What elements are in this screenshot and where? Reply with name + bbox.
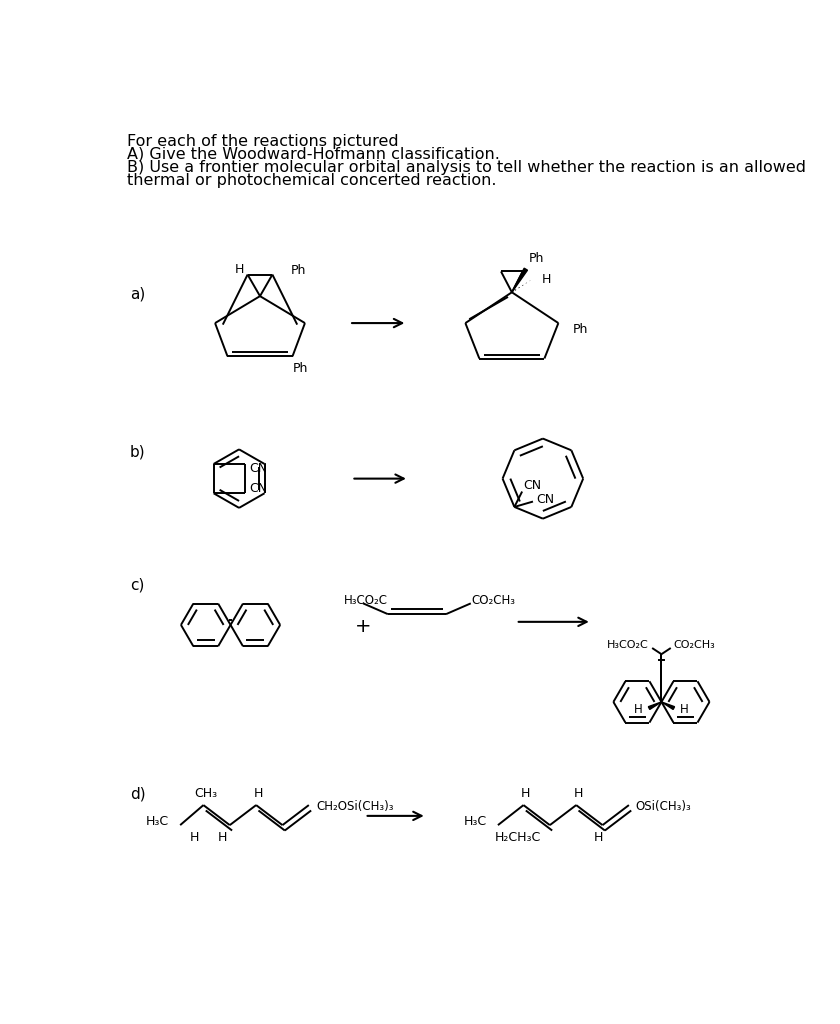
Text: c): c) [130, 578, 144, 592]
Text: thermal or photochemical concerted reaction.: thermal or photochemical concerted react… [127, 173, 496, 188]
Text: a): a) [130, 287, 145, 301]
Text: CH₃: CH₃ [194, 787, 218, 800]
Text: d): d) [130, 786, 145, 802]
Text: CN: CN [249, 482, 267, 496]
Text: H: H [594, 830, 603, 844]
Text: H: H [190, 830, 199, 844]
Text: For each of the reactions pictured: For each of the reactions pictured [127, 134, 398, 148]
Text: H: H [521, 787, 531, 800]
Text: CO₂CH₃: CO₂CH₃ [471, 594, 516, 607]
Text: H: H [574, 787, 583, 800]
Text: H₃CO₂C: H₃CO₂C [344, 594, 388, 607]
Text: CH₂OSi(CH₃)₃: CH₂OSi(CH₃)₃ [317, 800, 394, 813]
Text: H₃C: H₃C [146, 815, 170, 827]
Text: CN: CN [536, 493, 554, 506]
Text: CN: CN [523, 479, 542, 492]
Text: OSi(CH₃)₃: OSi(CH₃)₃ [635, 800, 690, 813]
Text: H: H [235, 263, 244, 276]
Text: B) Use a frontier molecular orbital analysis to tell whether the reaction is an : B) Use a frontier molecular orbital anal… [127, 160, 806, 175]
Text: CN: CN [249, 462, 267, 475]
Text: Ph: Ph [291, 264, 307, 278]
Text: Ph: Ph [529, 252, 544, 265]
Text: +: + [355, 616, 372, 636]
Polygon shape [661, 701, 675, 710]
Text: Ph: Ph [572, 323, 588, 336]
Text: A) Give the Woodward-Hofmann classification.: A) Give the Woodward-Hofmann classificat… [127, 146, 500, 162]
Text: H₃C: H₃C [464, 815, 487, 827]
Text: b): b) [130, 445, 145, 460]
Text: H: H [254, 787, 263, 800]
Text: H: H [218, 830, 227, 844]
Text: H₃CO₂C: H₃CO₂C [607, 640, 649, 650]
Text: CO₂CH₃: CO₂CH₃ [674, 640, 716, 650]
Polygon shape [512, 268, 528, 292]
Text: H₂CH₃C: H₂CH₃C [494, 830, 541, 844]
Text: H: H [541, 272, 551, 286]
Polygon shape [648, 701, 661, 710]
Text: Ph: Ph [292, 362, 308, 375]
Text: H: H [634, 703, 643, 716]
Text: H: H [680, 703, 689, 716]
